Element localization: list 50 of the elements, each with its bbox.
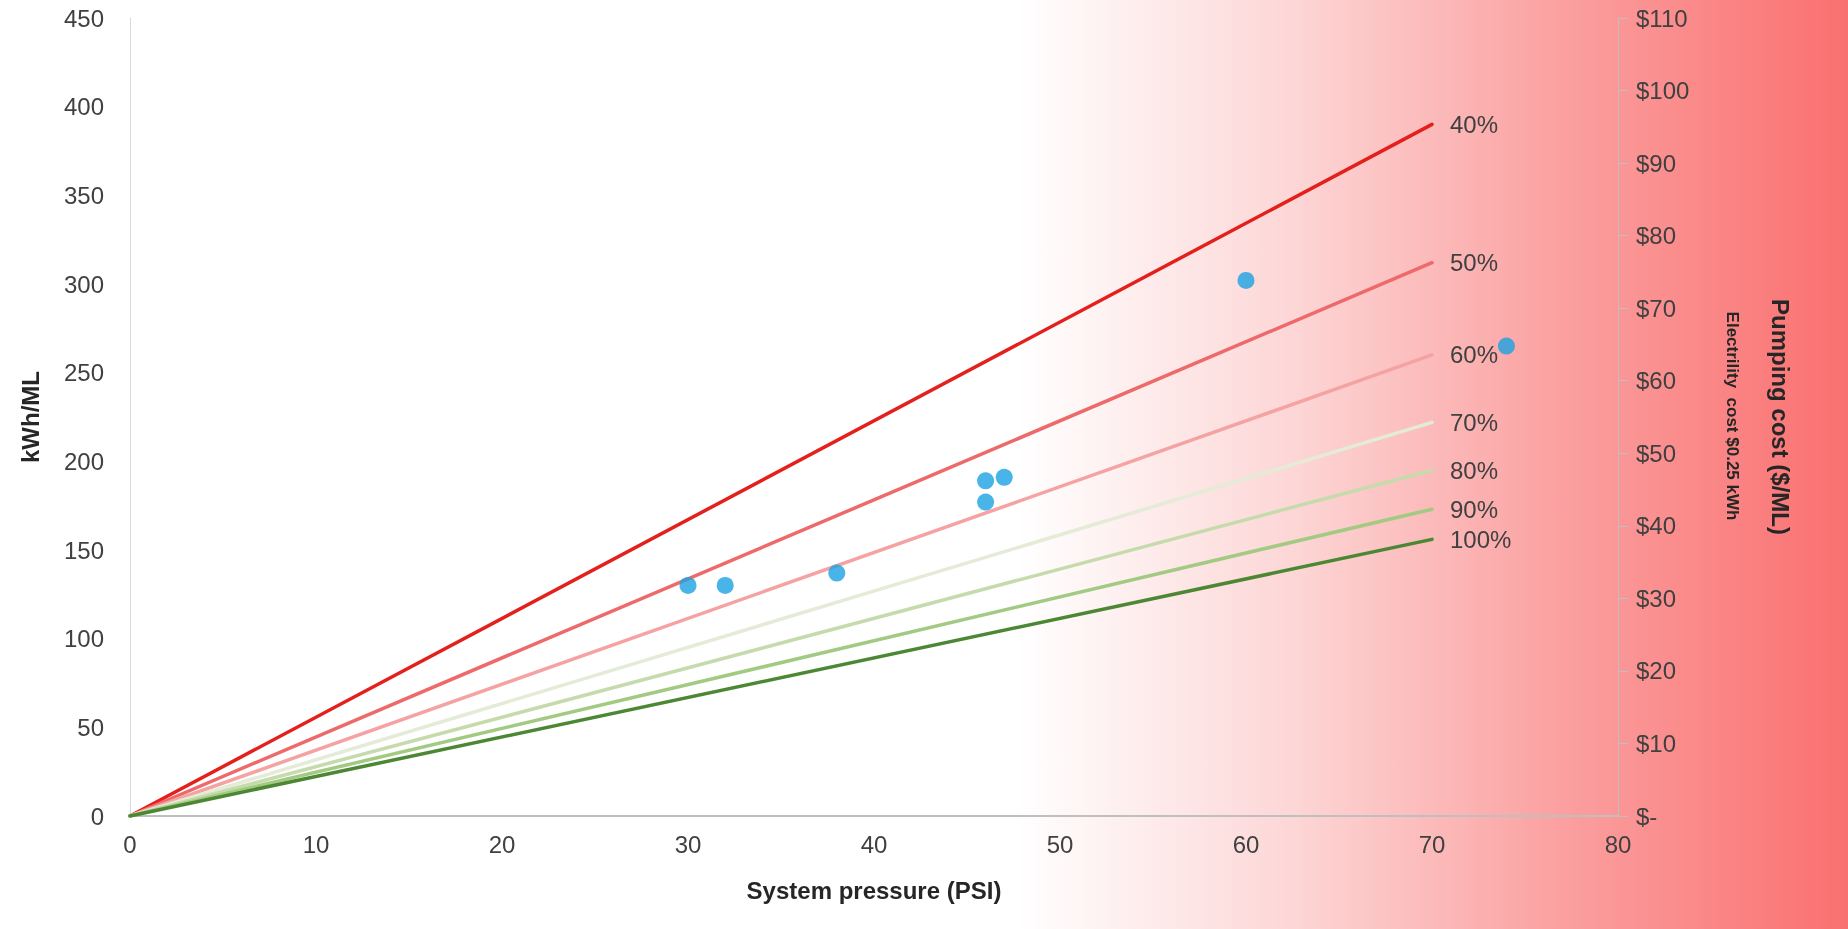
- x-tick-label: 30: [674, 830, 702, 858]
- point: [995, 468, 1013, 486]
- y-tick-label: 350: [63, 181, 104, 209]
- y-tick-label: 300: [63, 270, 104, 298]
- y-tick-label: 0: [90, 802, 104, 830]
- y-tick-label: 50: [77, 713, 104, 741]
- y-tick-label: 200: [63, 447, 104, 475]
- x-tick-label: 0: [123, 830, 137, 858]
- series-label: 80%: [1450, 456, 1499, 484]
- text: Electrility cost $0.25 kWh: [1722, 311, 1742, 521]
- x-tick-label: 20: [488, 830, 516, 858]
- y2-tick-label: $10: [1636, 729, 1677, 757]
- point: [1497, 337, 1515, 355]
- point: [679, 576, 697, 594]
- series-label: 70%: [1450, 408, 1499, 436]
- x-tick-label: 10: [302, 830, 330, 858]
- x-axis-title: System pressure (PSI): [746, 876, 1002, 904]
- point: [977, 493, 995, 511]
- y2-tick-label: $40: [1636, 512, 1677, 540]
- point: [716, 576, 734, 594]
- y2-tick-label: $60: [1636, 367, 1677, 395]
- point: [1237, 271, 1255, 289]
- y2-tick-label: $100: [1636, 77, 1690, 105]
- y2-tick-label: $80: [1636, 222, 1677, 250]
- x-tick-label: 40: [860, 830, 888, 858]
- y-tick-label: 450: [63, 4, 104, 32]
- x-tick-label: 80: [1604, 830, 1632, 858]
- y2-axis-title: Pumping cost ($/ML): [1766, 299, 1794, 535]
- series-label: 100%: [1450, 525, 1512, 553]
- series-label: 40%: [1450, 110, 1499, 138]
- y-tick-label: 100: [63, 625, 104, 653]
- y-tick-label: 250: [63, 359, 104, 387]
- series-label: 90%: [1450, 495, 1499, 523]
- y2-tick-label: $70: [1636, 294, 1677, 322]
- point: [828, 564, 846, 582]
- x-tick-label: 70: [1418, 830, 1446, 858]
- y2-tick-label: $30: [1636, 584, 1677, 612]
- x-tick-label: 50: [1046, 830, 1074, 858]
- y-axis-title: kWh/ML: [16, 371, 44, 463]
- series-label: 60%: [1450, 341, 1499, 369]
- y-tick-label: 150: [63, 536, 104, 564]
- y2-tick-label: $20: [1636, 657, 1677, 685]
- y-tick-label: 400: [63, 93, 104, 121]
- series-label: 50%: [1450, 249, 1499, 277]
- y2-tick-label: $-: [1636, 802, 1658, 830]
- y2-tick-label: $110: [1636, 4, 1688, 32]
- y2-tick-label: $90: [1636, 149, 1677, 177]
- point: [977, 472, 995, 490]
- y2-tick-label: $50: [1636, 439, 1677, 467]
- x-tick-label: 60: [1232, 830, 1260, 858]
